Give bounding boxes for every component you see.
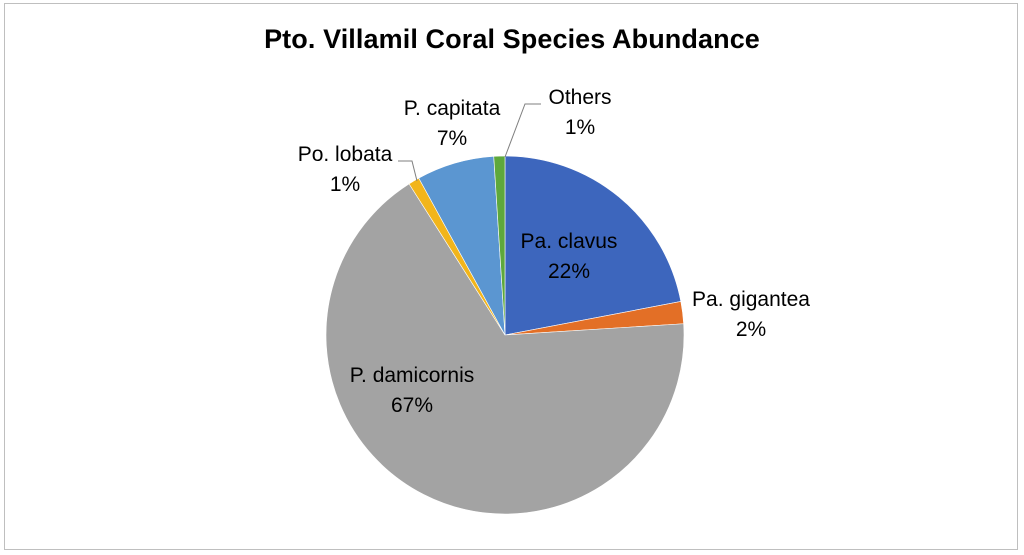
leader-line-po-lobata: [398, 160, 418, 182]
chart-title: Pto. Villamil Coral Species Abundance: [264, 24, 760, 54]
pie-slices: [325, 155, 685, 515]
slice-label-name: P. capitata: [404, 97, 501, 120]
leader-lines: [398, 103, 541, 182]
slice-label-name: Others: [548, 86, 611, 109]
slice-label-p-capitata: P. capitata 7%: [404, 97, 501, 150]
slice-label-pa-clavus: Pa. clavus 22%: [521, 230, 618, 283]
slice-label-percent: 1%: [565, 116, 595, 139]
pie-slice-p-damicornis: [325, 183, 685, 515]
slice-label-percent: 22%: [548, 260, 590, 283]
slice-label-name: P. damicornis: [350, 364, 475, 387]
slice-labels: Pa. clavus 22% Pa. gigantea 2% P. damicornis…: [298, 86, 811, 417]
slice-label-name: Pa. gigantea: [692, 288, 810, 311]
slice-label-name: Pa. clavus: [521, 230, 618, 253]
slice-label-percent: 1%: [330, 173, 360, 196]
pie-slice-pa-clavus: [504, 155, 682, 336]
slice-label-p-damicornis: P. damicornis 67%: [350, 364, 475, 417]
slice-label-po-lobata: Po. lobata 1%: [298, 143, 393, 196]
slice-label-percent: 2%: [736, 318, 766, 341]
slice-label-others: Others 1%: [548, 86, 611, 139]
slice-label-name: Po. lobata: [298, 143, 393, 166]
slice-label-pa-gigantea: Pa. gigantea 2%: [692, 288, 810, 341]
leader-line-others: [504, 103, 541, 158]
slice-label-percent: 7%: [437, 127, 467, 150]
slice-label-percent: 67%: [391, 394, 433, 417]
